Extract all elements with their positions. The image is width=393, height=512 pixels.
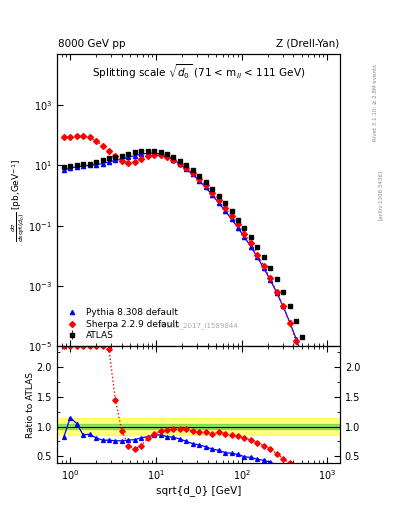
Pythia 8.308 default	[203, 184, 208, 190]
Sherpa 2.2.9 default	[145, 153, 150, 159]
Sherpa 2.2.9 default	[158, 152, 163, 158]
Pythia 8.308 default	[216, 200, 221, 206]
Sherpa 2.2.9 default	[61, 134, 66, 140]
Pythia 8.308 default	[248, 244, 253, 250]
Pythia 8.308 default	[191, 172, 195, 178]
Line: Sherpa 2.2.9 default: Sherpa 2.2.9 default	[62, 134, 331, 472]
Sherpa 2.2.9 default	[261, 263, 266, 269]
Pythia 8.308 default	[145, 150, 150, 156]
Sherpa 2.2.9 default	[100, 142, 105, 148]
Pythia 8.308 default	[255, 254, 260, 260]
Sherpa 2.2.9 default	[132, 159, 137, 165]
Pythia 8.308 default	[236, 225, 241, 231]
Legend: Pythia 8.308 default, Sherpa 2.2.9 default, ATLAS: Pythia 8.308 default, Sherpa 2.2.9 defau…	[61, 307, 180, 342]
Pythia 8.308 default	[229, 216, 234, 222]
Sherpa 2.2.9 default	[281, 304, 286, 310]
Line: Pythia 8.308 default: Pythia 8.308 default	[62, 151, 331, 457]
Sherpa 2.2.9 default	[274, 289, 279, 295]
Y-axis label: Ratio to ATLAS: Ratio to ATLAS	[26, 372, 35, 438]
Pythia 8.308 default	[242, 234, 247, 240]
Sherpa 2.2.9 default	[268, 275, 273, 282]
Pythia 8.308 default	[100, 160, 105, 166]
Pythia 8.308 default	[68, 165, 73, 172]
Pythia 8.308 default	[320, 420, 324, 426]
Sherpa 2.2.9 default	[119, 158, 124, 164]
Pythia 8.308 default	[61, 167, 66, 173]
Sherpa 2.2.9 default	[248, 240, 253, 246]
Sherpa 2.2.9 default	[236, 221, 241, 227]
Pythia 8.308 default	[74, 164, 79, 170]
Pythia 8.308 default	[87, 162, 92, 168]
Pythia 8.308 default	[268, 277, 273, 283]
Sherpa 2.2.9 default	[307, 380, 311, 386]
Sherpa 2.2.9 default	[210, 189, 215, 196]
Pythia 8.308 default	[223, 208, 228, 214]
Pythia 8.308 default	[158, 151, 163, 157]
Pythia 8.308 default	[300, 354, 305, 360]
Sherpa 2.2.9 default	[165, 154, 169, 160]
Pythia 8.308 default	[307, 373, 311, 379]
Pythia 8.308 default	[210, 192, 215, 198]
Sherpa 2.2.9 default	[171, 157, 176, 163]
Pythia 8.308 default	[171, 157, 176, 163]
Pythia 8.308 default	[281, 304, 286, 310]
Sherpa 2.2.9 default	[300, 358, 305, 365]
Sherpa 2.2.9 default	[107, 148, 111, 154]
Pythia 8.308 default	[132, 153, 137, 159]
Sherpa 2.2.9 default	[184, 165, 189, 171]
Sherpa 2.2.9 default	[74, 133, 79, 139]
Sherpa 2.2.9 default	[178, 160, 182, 166]
Pythia 8.308 default	[81, 163, 85, 169]
Sherpa 2.2.9 default	[191, 170, 195, 176]
Text: ATLAS_2017_I1589844: ATLAS_2017_I1589844	[159, 323, 238, 329]
Pythia 8.308 default	[313, 395, 318, 401]
Sherpa 2.2.9 default	[113, 153, 118, 159]
Sherpa 2.2.9 default	[94, 138, 98, 144]
Sherpa 2.2.9 default	[287, 320, 292, 326]
Sherpa 2.2.9 default	[320, 434, 324, 440]
Pythia 8.308 default	[107, 159, 111, 165]
Sherpa 2.2.9 default	[126, 160, 131, 166]
Pythia 8.308 default	[178, 161, 182, 167]
Sherpa 2.2.9 default	[313, 405, 318, 411]
Sherpa 2.2.9 default	[152, 152, 156, 158]
Text: Rivet 3.1.10; ≥ 2.8M events: Rivet 3.1.10; ≥ 2.8M events	[373, 64, 378, 141]
Sherpa 2.2.9 default	[87, 134, 92, 140]
Sherpa 2.2.9 default	[326, 467, 331, 473]
Pythia 8.308 default	[113, 157, 118, 163]
Bar	[57, 418, 340, 435]
Pythia 8.308 default	[152, 150, 156, 156]
Pythia 8.308 default	[184, 166, 189, 172]
X-axis label: sqrt{d_0} [GeV]: sqrt{d_0} [GeV]	[156, 485, 241, 496]
Sherpa 2.2.9 default	[216, 197, 221, 203]
Sherpa 2.2.9 default	[197, 176, 202, 182]
Sherpa 2.2.9 default	[81, 133, 85, 139]
Sherpa 2.2.9 default	[139, 156, 143, 162]
Sherpa 2.2.9 default	[68, 134, 73, 140]
Pythia 8.308 default	[326, 452, 331, 458]
Sherpa 2.2.9 default	[294, 338, 298, 344]
Text: [arXiv:1306.3436]: [arXiv:1306.3436]	[378, 169, 383, 220]
Y-axis label: $\frac{d\sigma}{d\mathrm{sqrt}(d_0)}$ [pb,GeV$^{-1}$]: $\frac{d\sigma}{d\mathrm{sqrt}(d_0)}$ [p…	[9, 159, 27, 242]
Sherpa 2.2.9 default	[242, 231, 247, 237]
Text: Splitting scale $\sqrt{d_0}$ (71 < m$_{ll}$ < 111 GeV): Splitting scale $\sqrt{d_0}$ (71 < m$_{l…	[92, 62, 305, 81]
Pythia 8.308 default	[139, 151, 143, 157]
Bar	[57, 423, 340, 430]
Pythia 8.308 default	[126, 154, 131, 160]
Pythia 8.308 default	[294, 335, 298, 342]
Sherpa 2.2.9 default	[203, 182, 208, 188]
Sherpa 2.2.9 default	[255, 251, 260, 258]
Pythia 8.308 default	[274, 290, 279, 296]
Pythia 8.308 default	[287, 319, 292, 325]
Text: Z (Drell-Yan): Z (Drell-Yan)	[275, 38, 339, 49]
Pythia 8.308 default	[119, 156, 124, 162]
Pythia 8.308 default	[197, 178, 202, 184]
Sherpa 2.2.9 default	[229, 213, 234, 219]
Pythia 8.308 default	[261, 265, 266, 271]
Pythia 8.308 default	[165, 153, 169, 159]
Pythia 8.308 default	[94, 162, 98, 168]
Sherpa 2.2.9 default	[223, 204, 228, 210]
Text: 8000 GeV pp: 8000 GeV pp	[58, 38, 126, 49]
